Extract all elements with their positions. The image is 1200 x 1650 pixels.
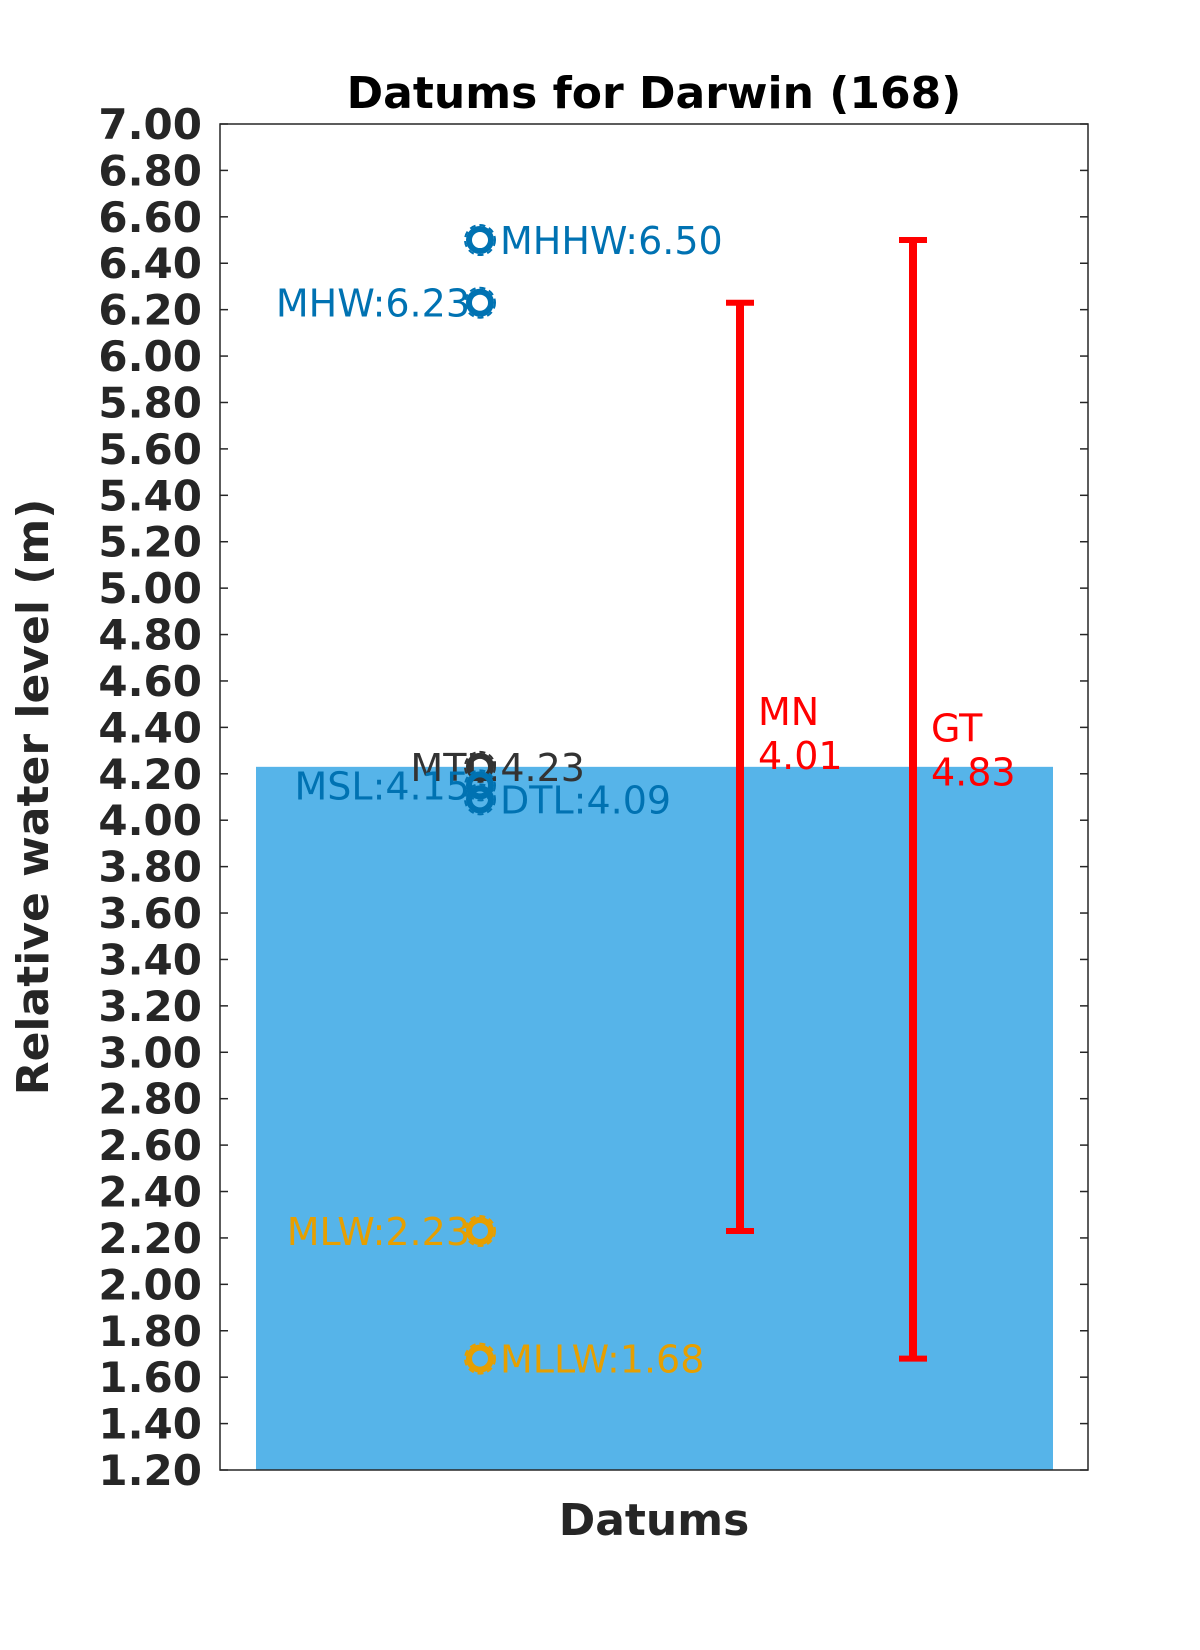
range-layer: MN4.01 GT4.83: [726, 237, 1016, 1362]
datum-label: MHHW:6.50: [500, 219, 723, 263]
y-tick-label: 7.00: [98, 100, 202, 149]
datum-msl: MSL:4.15: [295, 764, 496, 808]
y-tick-label: 5.20: [98, 518, 202, 567]
y-tick-label: 1.60: [98, 1353, 202, 1402]
datum-label: MLLW:1.68: [500, 1338, 704, 1382]
chart-title: Datums for Darwin (168): [347, 68, 962, 119]
y-tick-label: 3.00: [98, 1028, 202, 1077]
y-tick-label: 1.40: [98, 1400, 202, 1449]
datum-label: DTL:4.09: [500, 778, 671, 822]
y-tick-label: 2.60: [98, 1121, 202, 1170]
datum-marker-outline: [464, 750, 496, 783]
y-tick-label: 5.80: [98, 378, 202, 427]
y-tick-label: 5.00: [98, 564, 202, 613]
datum-marker: [466, 752, 494, 781]
y-tick-label: 1.20: [98, 1446, 202, 1495]
bar-layer: [256, 766, 1053, 1470]
datum-marker-outline: [464, 1214, 496, 1247]
datum-mllw: MLLW:1.68: [464, 1338, 704, 1382]
y-tick-label: 6.60: [98, 193, 202, 242]
y-tick-label: 2.40: [98, 1168, 202, 1217]
datum-marker: [466, 1344, 494, 1373]
y-tick-label: 4.20: [98, 750, 202, 799]
datum-label: MLW:2.23: [287, 1210, 470, 1254]
y-tick-label: 3.40: [98, 935, 202, 984]
datum-marker: [466, 785, 494, 814]
y-tick-label: 3.80: [98, 843, 202, 892]
y-tick-label: 2.00: [98, 1260, 202, 1309]
range-label: GT: [931, 706, 983, 750]
y-tick-label: 6.80: [98, 146, 202, 195]
datum-dtl: DTL:4.09: [464, 778, 671, 822]
y-axis-label: Relative water level (m): [8, 499, 59, 1096]
y-tick-label: 2.80: [98, 1075, 202, 1124]
datum-mhhw: MHHW:6.50: [464, 219, 723, 263]
range-mn: MN4.01: [726, 299, 843, 1234]
y-tick-label: 5.40: [98, 471, 202, 520]
datum-mhw: MHW:6.23: [276, 282, 496, 326]
datum-label: MTL:4.23: [410, 746, 585, 790]
datum-marker-outline: [464, 224, 496, 257]
datum-mlw: MLW:2.23: [287, 1210, 496, 1254]
datum-marker-outline: [464, 286, 496, 319]
datum-marker-outline: [464, 1342, 496, 1375]
y-tick-label: 3.20: [98, 982, 202, 1031]
y-tick-label: 5.60: [98, 425, 202, 474]
datum-bar: [256, 766, 1053, 1470]
y-tick-label: 4.40: [98, 703, 202, 752]
y-tick-label: 4.60: [98, 657, 202, 706]
y-tick-label: 2.20: [98, 1214, 202, 1263]
datum-label: MHW:6.23: [276, 282, 470, 326]
datum-mtl: MTL:4.23: [410, 746, 585, 790]
y-tick-label: 6.40: [98, 239, 202, 288]
y-tick-label: 3.60: [98, 889, 202, 938]
range-label: 4.83: [931, 750, 1016, 794]
y-tick-label: 6.00: [98, 332, 202, 381]
datum-marker: [466, 288, 494, 317]
y-tick-label: 4.00: [98, 796, 202, 845]
datum-marker-outline: [464, 783, 496, 816]
datum-marker-outline: [464, 769, 496, 802]
datum-marker: [466, 226, 494, 255]
datum-marker: [466, 1216, 494, 1245]
y-tick-label: 1.80: [98, 1307, 202, 1356]
y-tick-label: 4.80: [98, 611, 202, 660]
range-label: 4.01: [758, 734, 843, 778]
plot-frame: [219, 123, 1089, 1471]
x-axis-label: Datums: [559, 1495, 750, 1546]
datum-label: MSL:4.15: [295, 764, 471, 808]
range-label: MN: [758, 690, 819, 734]
y-axis: 1.201.401.601.802.002.202.402.602.803.00…: [98, 100, 1089, 1495]
datum-marker: [466, 771, 494, 800]
y-tick-label: 6.20: [98, 286, 202, 335]
range-gt: GT4.83: [899, 237, 1016, 1362]
